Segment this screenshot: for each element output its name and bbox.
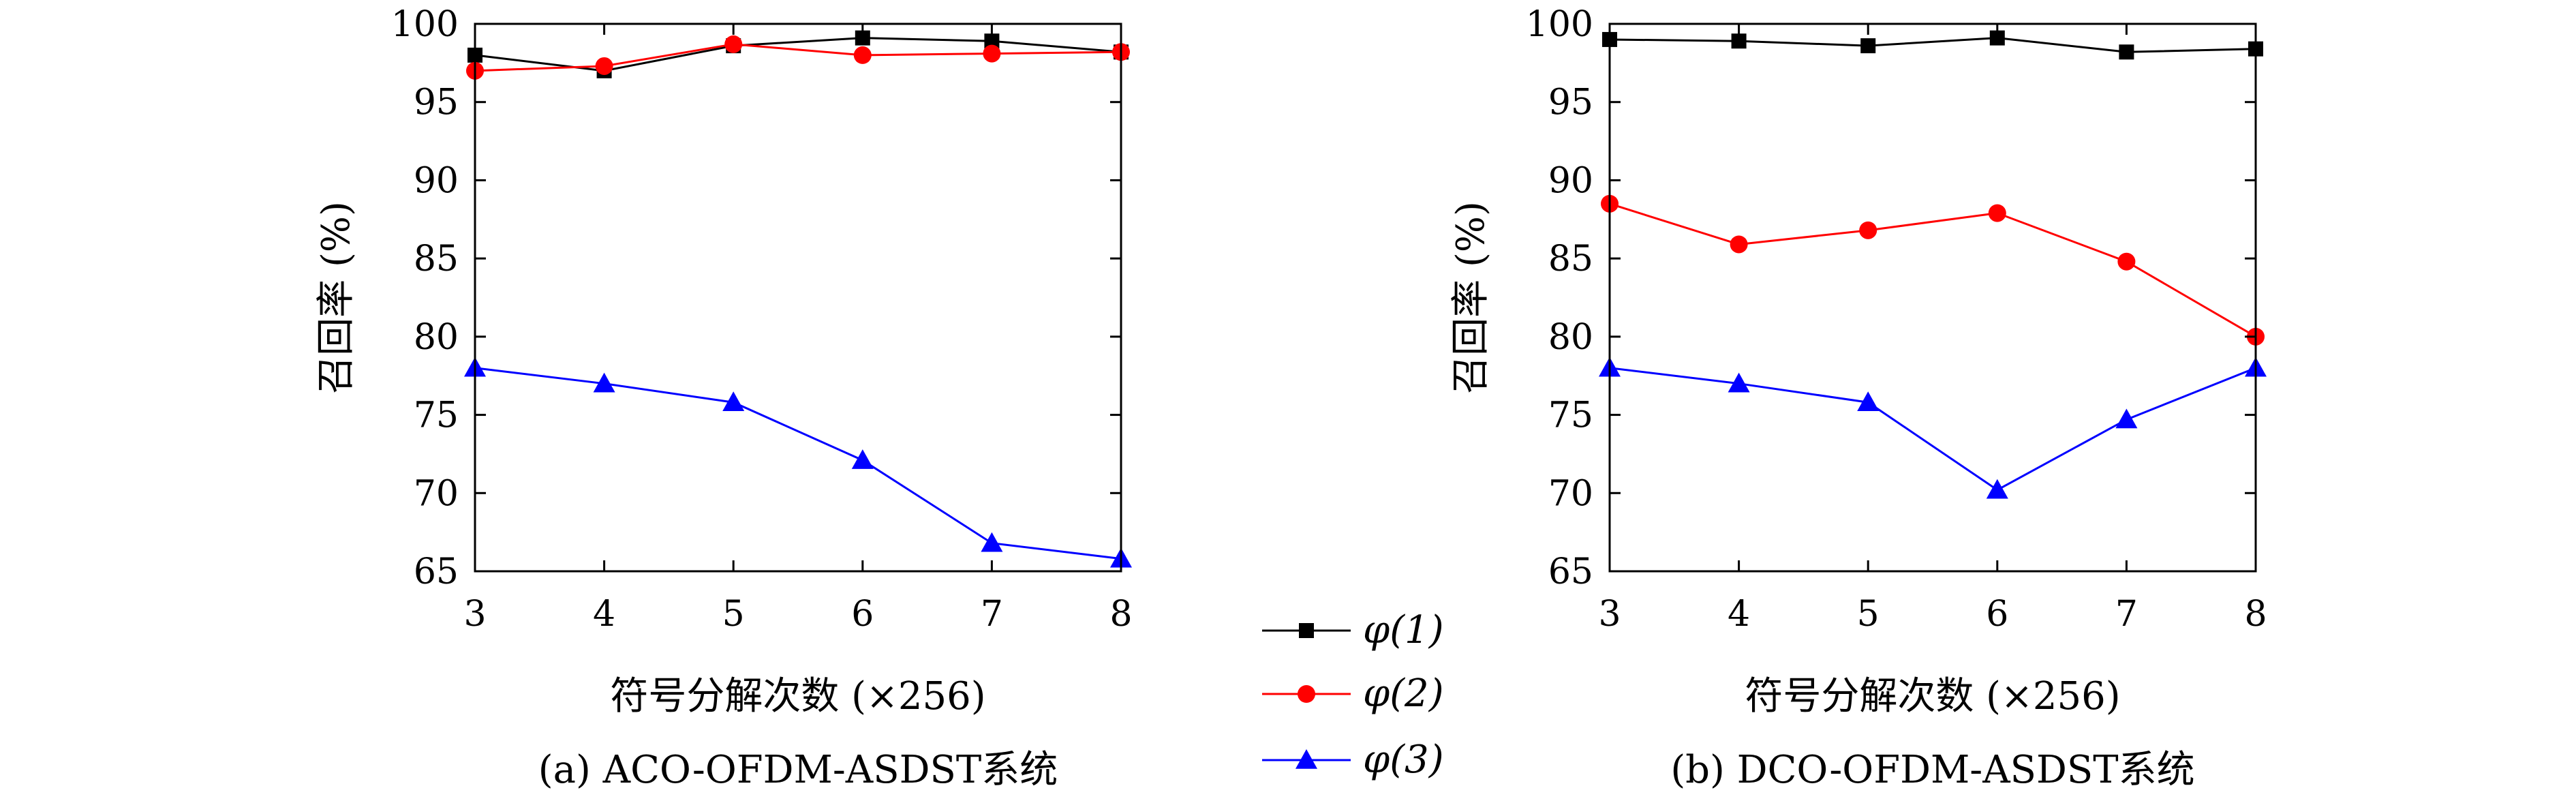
x-axis-label: 符号分解次数 (×256) xyxy=(610,674,985,719)
x-tick-label: 5 xyxy=(722,594,745,635)
series-3-point xyxy=(2115,408,2138,429)
x-tick-label: 8 xyxy=(1109,594,1132,635)
y-tick-label: 70 xyxy=(1548,473,1593,514)
y-tick-label: 90 xyxy=(1548,160,1593,201)
series-1-point xyxy=(855,30,870,46)
y-tick-label: 75 xyxy=(1548,395,1593,436)
x-tick-label: 7 xyxy=(2115,594,2138,635)
series-3-point xyxy=(851,449,874,469)
panel-a: 65 70 75 80 85 90 95 100 3 4 5 6 7 8 符号分解次数 (×256) 召回率 … xyxy=(314,4,1133,792)
series-2-point xyxy=(2117,252,2136,271)
series-1-point xyxy=(1731,33,1747,49)
y-tick-label: 95 xyxy=(1548,82,1593,123)
series-2-point xyxy=(595,57,613,75)
y-tick-label: 85 xyxy=(1548,239,1593,279)
y-tick-label: 85 xyxy=(414,239,459,279)
series-line-1 xyxy=(474,37,1122,72)
y-axis-label: 召回率 (%) xyxy=(314,201,358,394)
y-tick-label: 100 xyxy=(1526,4,1593,45)
panel-b: 65 70 75 80 85 90 95 100 3 4 5 6 7 8 符号分解次数 (×256) 召回率 … xyxy=(1449,4,2267,792)
y-axis-label: 召回率 (%) xyxy=(1449,201,1493,394)
series-2-point xyxy=(1988,204,2006,222)
series-3-point xyxy=(1728,372,1750,393)
x-tick-label: 8 xyxy=(2244,594,2267,635)
x-tick-label: 5 xyxy=(1857,594,1880,635)
legend-marker-2 xyxy=(1298,685,1315,703)
panel-caption: (a) ACO-OFDM-ASDST系统 xyxy=(538,748,1058,792)
y-tick-label: 80 xyxy=(1548,317,1593,358)
y-tick-label: 75 xyxy=(414,395,459,436)
series-2-point xyxy=(1730,235,1748,254)
series-line-1 xyxy=(1609,37,2256,53)
series-2-point xyxy=(724,35,743,53)
series-line-3 xyxy=(1609,367,2256,492)
series-1-point xyxy=(1989,30,2005,46)
y-tick-label: 80 xyxy=(414,317,459,358)
legend-marker-3 xyxy=(1295,749,1317,769)
series-3-point xyxy=(1857,391,1880,412)
y-tick-label: 70 xyxy=(414,473,459,514)
legend-label-2: φ(2) xyxy=(1363,671,1444,716)
series-3-point xyxy=(722,391,745,412)
x-axis-label: 符号分解次数 (×256) xyxy=(1745,674,2120,719)
legend-label-1: φ(1) xyxy=(1363,608,1444,652)
series-1-point xyxy=(984,33,1000,49)
x-tick-label: 6 xyxy=(1986,594,2008,635)
series-line-2 xyxy=(474,43,1122,72)
y-tick-label: 100 xyxy=(391,4,459,45)
series-2-point xyxy=(853,46,872,64)
plot-frame xyxy=(474,22,1122,573)
y-tick-label: 65 xyxy=(1548,551,1593,592)
series-line-3 xyxy=(474,367,1122,560)
series-3-point xyxy=(593,372,615,393)
series-2-point xyxy=(983,44,1001,63)
x-tick-label: 6 xyxy=(851,594,874,635)
x-tick-label: 3 xyxy=(463,594,486,635)
x-tick-label: 3 xyxy=(1598,594,1621,635)
legend-label-3: φ(3) xyxy=(1363,738,1444,782)
x-tick-label: 7 xyxy=(981,594,1003,635)
series-1-point xyxy=(1860,38,1876,54)
y-tick-label: 90 xyxy=(414,160,459,201)
legend-marker-1 xyxy=(1299,623,1314,638)
plot-frame xyxy=(1608,22,2257,573)
y-tick-label: 65 xyxy=(414,551,459,592)
series-3-point xyxy=(981,532,1003,552)
x-tick-label: 4 xyxy=(593,594,615,635)
series-line-2 xyxy=(1609,202,2256,338)
x-tick-label: 4 xyxy=(1728,594,1750,635)
y-tick-label: 95 xyxy=(414,82,459,123)
series-3-point xyxy=(1986,479,2008,499)
legend: φ(1) φ(2) φ(3) xyxy=(1262,608,1444,782)
panel-caption: (b) DCO-OFDM-ASDST系统 xyxy=(1670,748,2194,792)
series-1-point xyxy=(2119,44,2134,60)
series-2-point xyxy=(1859,221,1877,239)
